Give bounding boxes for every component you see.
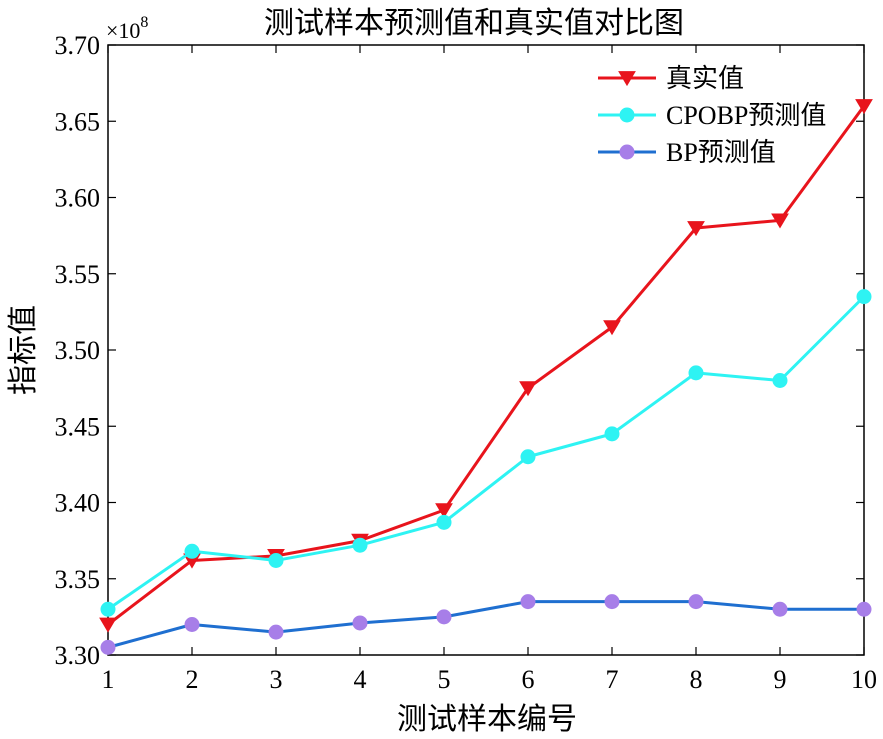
data-point xyxy=(268,624,284,640)
x-tick-label: 2 xyxy=(186,665,199,694)
series-BP预测值 xyxy=(100,594,872,655)
data-point xyxy=(184,617,200,632)
x-axis-label: 测试样本编号 xyxy=(397,703,577,736)
data-point xyxy=(604,594,620,610)
data-point xyxy=(100,639,116,655)
data-point xyxy=(855,99,873,115)
data-point xyxy=(856,289,872,305)
x-tick-label: 4 xyxy=(354,665,367,694)
series-CPOBP预测值 xyxy=(100,289,872,617)
legend: 真实值 CPOBP预测值 BP预测值 xyxy=(598,64,826,167)
data-point xyxy=(520,594,536,610)
legend-marker xyxy=(619,144,635,160)
data-point xyxy=(771,213,789,229)
x-tick-label: 7 xyxy=(606,665,619,694)
x-tick-label: 5 xyxy=(438,665,451,694)
plot-area: 1 2 3 4 5 6 7 8 9 10 3.30 3.35 3.40 3.45 3.50 3.55 3.60 3… xyxy=(55,31,878,694)
data-point xyxy=(688,594,704,610)
series-line xyxy=(107,105,866,626)
data-point xyxy=(99,617,117,633)
data-point xyxy=(688,365,704,381)
y-tick-label: 3.35 xyxy=(55,565,101,594)
data-point xyxy=(100,601,116,617)
legend-label: 真实值 xyxy=(666,64,744,93)
series-line xyxy=(107,295,866,611)
legend-label: CPOBP预测值 xyxy=(666,101,826,130)
legend-label: BP预测值 xyxy=(666,138,776,167)
x-tick-label: 9 xyxy=(774,665,787,694)
data-point xyxy=(436,609,452,625)
x-tick-label: 10 xyxy=(851,665,877,694)
y-axis-exponent-value: 8 xyxy=(140,14,148,31)
data-point xyxy=(687,221,705,237)
data-point xyxy=(352,537,368,553)
data-point xyxy=(604,426,620,442)
y-axis-exponent: ×108 xyxy=(106,14,148,43)
data-point xyxy=(603,320,621,336)
series-line xyxy=(107,600,864,649)
y-tick-label: 3.55 xyxy=(55,260,101,289)
y-tick-label: 3.45 xyxy=(55,412,101,441)
data-point xyxy=(352,615,368,631)
y-axis-multiplier: ×10 xyxy=(106,18,140,43)
y-tick-label: 3.40 xyxy=(55,489,101,518)
data-point xyxy=(184,543,200,559)
y-tick-label: 3.60 xyxy=(55,184,101,213)
y-tick-label: 3.65 xyxy=(55,107,101,136)
y-tick-label: 3.50 xyxy=(55,336,101,365)
plot-frame xyxy=(107,44,865,656)
y-tick-label: 3.30 xyxy=(55,641,101,670)
data-point xyxy=(268,552,284,568)
data-point xyxy=(772,373,788,388)
data-point xyxy=(856,601,872,617)
data-point xyxy=(519,381,537,397)
y-tick-label: 3.70 xyxy=(55,31,101,60)
data-point xyxy=(435,503,453,519)
data-point xyxy=(520,449,536,465)
x-tick-label: 1 xyxy=(102,665,115,694)
series-真实值 xyxy=(99,99,873,633)
legend-marker xyxy=(619,107,635,123)
data-point xyxy=(772,601,788,617)
legend-marker xyxy=(618,71,636,87)
x-tick-label: 6 xyxy=(522,665,535,694)
chart-title: 测试样本预测值和真实值对比图 xyxy=(264,7,684,40)
x-tick-label: 3 xyxy=(270,665,283,694)
x-tick-label: 8 xyxy=(690,665,703,694)
data-point xyxy=(436,514,452,530)
y-axis-label: 指标值 xyxy=(7,305,40,395)
